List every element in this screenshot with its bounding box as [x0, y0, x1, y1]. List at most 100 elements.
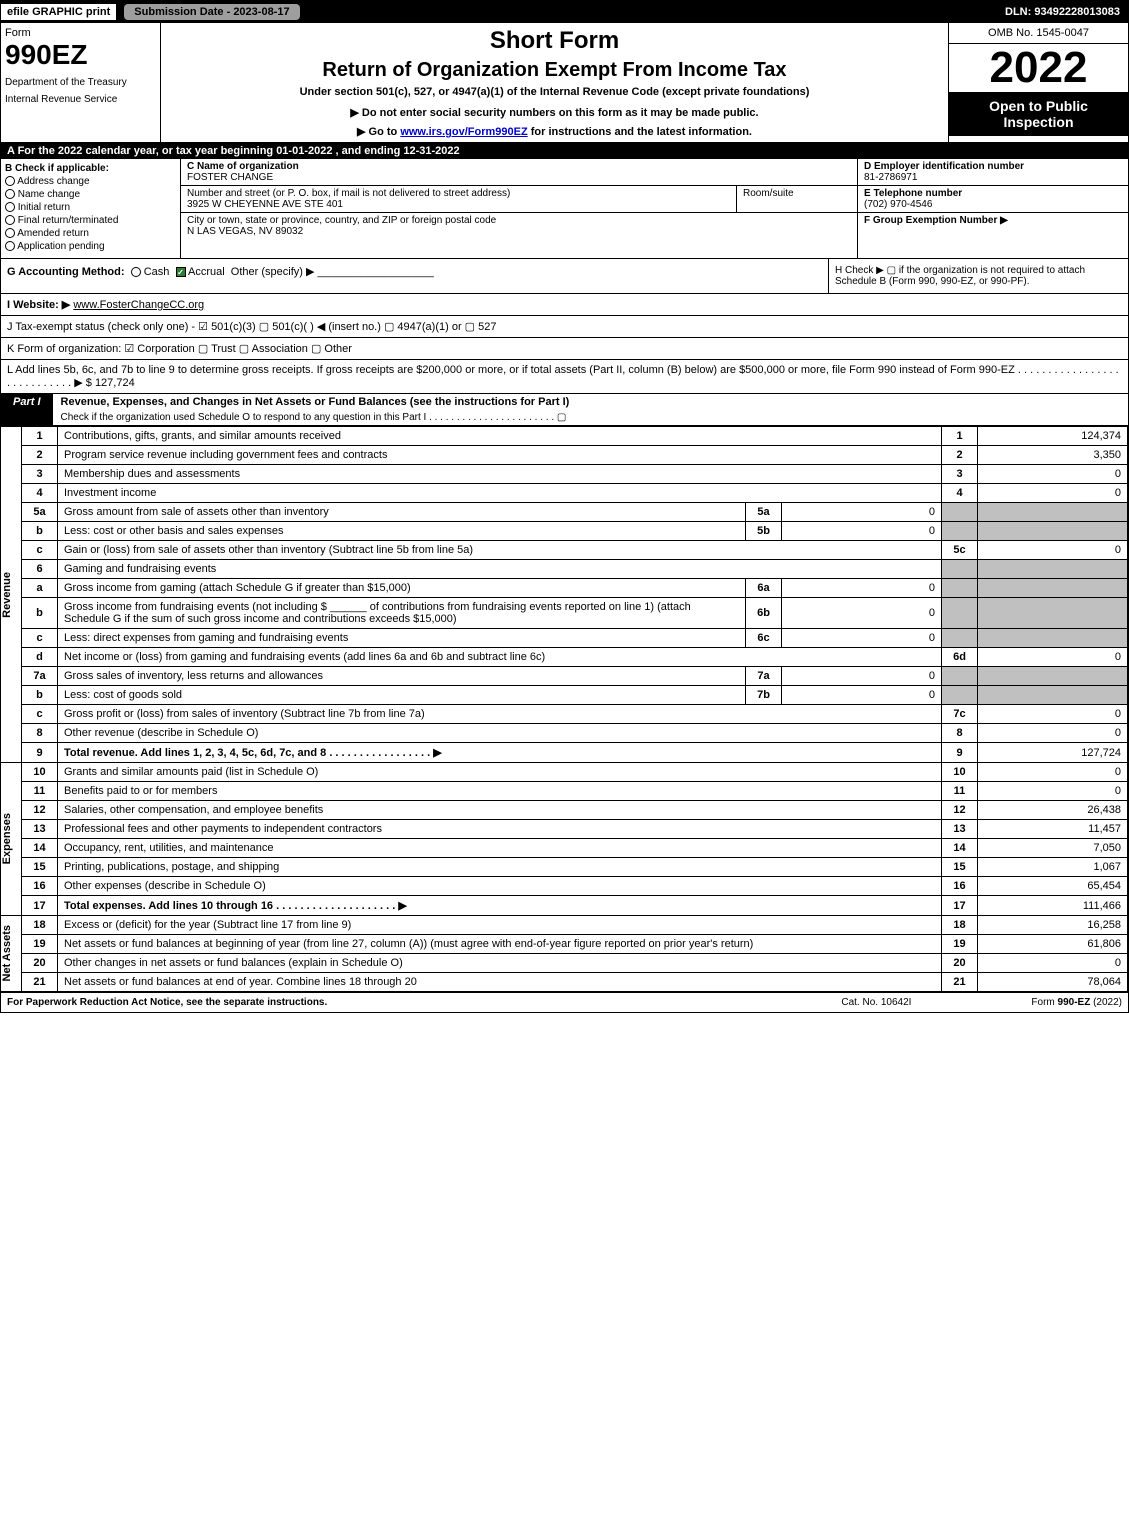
header-right: OMB No. 1545-0047 2022 Open to Public In… — [948, 23, 1128, 142]
goto-post: for instructions and the latest informat… — [528, 126, 752, 138]
form-number: 990EZ — [5, 39, 156, 71]
section-l-text: L Add lines 5b, 6c, and 7b to line 9 to … — [7, 364, 1119, 389]
submission-date: Submission Date - 2023-08-17 — [124, 4, 299, 20]
website-label: I Website: ▶ — [7, 299, 70, 311]
phone-value: (702) 970-4546 — [864, 199, 932, 210]
line-11: 11 Benefits paid to or for members 11 0 — [1, 782, 1128, 801]
revenue-vlabel: Revenue — [1, 572, 21, 618]
part1-title: Revenue, Expenses, and Changes in Net As… — [53, 394, 1128, 410]
street-box: Number and street (or P. O. box, if mail… — [181, 186, 737, 212]
line-5c: c Gain or (loss) from sale of assets oth… — [1, 541, 1128, 560]
paperwork-notice: For Paperwork Reduction Act Notice, see … — [7, 997, 327, 1008]
line-19: 19 Net assets or fund balances at beginn… — [1, 935, 1128, 954]
ein-value: 81-2786971 — [864, 172, 917, 183]
group-exemption-label: F Group Exemption Number ▶ — [864, 215, 1008, 226]
omb-number: OMB No. 1545-0047 — [949, 23, 1128, 44]
line-12: 12 Salaries, other compensation, and emp… — [1, 801, 1128, 820]
line-8: 8 Other revenue (describe in Schedule O)… — [1, 724, 1128, 743]
form-990ez-page: efile GRAPHIC print Submission Date - 20… — [0, 0, 1129, 1013]
header-center: Short Form Return of Organization Exempt… — [161, 23, 948, 142]
line-14: 14 Occupancy, rent, utilities, and maint… — [1, 839, 1128, 858]
line-5a: 5a Gross amount from sale of assets othe… — [1, 503, 1128, 522]
line-4: 4 Investment income 4 0 — [1, 484, 1128, 503]
line-5b: b Less: cost or other basis and sales ex… — [1, 522, 1128, 541]
line-6: 6 Gaming and fundraising events — [1, 560, 1128, 579]
cat-no: Cat. No. 10642I — [841, 997, 911, 1008]
line-6b: b Gross income from fundraising events (… — [1, 598, 1128, 629]
section-c: C Name of organization FOSTER CHANGE Num… — [181, 159, 858, 258]
section-h: H Check ▶ ▢ if the organization is not r… — [828, 259, 1128, 293]
cb-address-change[interactable]: Address change — [5, 176, 176, 187]
cb-amended-return[interactable]: Amended return — [5, 228, 176, 239]
section-g: G Accounting Method: Cash ✓ Accrual Othe… — [1, 259, 828, 293]
ein-label: D Employer identification number — [864, 161, 1024, 172]
netassets-vlabel: Net Assets — [1, 925, 21, 981]
room-label: Room/suite — [743, 188, 794, 199]
part1-tab: Part I — [1, 394, 53, 425]
org-name-label: C Name of organization — [187, 161, 299, 172]
room-box: Room/suite — [737, 186, 857, 212]
section-i: I Website: ▶ www.FosterChangeCC.org — [1, 293, 1128, 315]
line-13: 13 Professional fees and other payments … — [1, 820, 1128, 839]
line-6d: d Net income or (loss) from gaming and f… — [1, 648, 1128, 667]
form-header: Form 990EZ Department of the Treasury In… — [1, 23, 1128, 143]
street-value: 3925 W CHEYENNE AVE STE 401 — [187, 199, 343, 210]
part1-table: Revenue 1 Contributions, gifts, grants, … — [1, 426, 1128, 992]
line-3: 3 Membership dues and assessments 3 0 — [1, 465, 1128, 484]
line-20: 20 Other changes in net assets or fund b… — [1, 954, 1128, 973]
part1-header: Part I Revenue, Expenses, and Changes in… — [1, 393, 1128, 426]
cb-cash[interactable] — [131, 267, 141, 277]
line-16: 16 Other expenses (describe in Schedule … — [1, 877, 1128, 896]
website-value: www.FosterChangeCC.org — [73, 299, 204, 311]
sections-gh: G Accounting Method: Cash ✓ Accrual Othe… — [1, 258, 1128, 293]
section-e: E Telephone number (702) 970-4546 — [858, 186, 1128, 213]
sections-bcdef: B Check if applicable: Address change Na… — [1, 159, 1128, 258]
section-b-label: B Check if applicable: — [5, 163, 176, 174]
section-j: J Tax-exempt status (check only one) - ☑… — [1, 315, 1128, 337]
city-value: N LAS VEGAS, NV 89032 — [187, 226, 303, 237]
title-return: Return of Organization Exempt From Incom… — [169, 59, 940, 82]
section-b: B Check if applicable: Address change Na… — [1, 159, 181, 258]
expenses-vlabel: Expenses — [1, 813, 21, 864]
title-short-form: Short Form — [169, 27, 940, 55]
section-l: L Add lines 5b, 6c, and 7b to line 9 to … — [1, 359, 1128, 393]
line-15: 15 Printing, publications, postage, and … — [1, 858, 1128, 877]
org-name-box: C Name of organization FOSTER CHANGE — [181, 159, 857, 186]
dept-treasury: Department of the Treasury — [5, 77, 156, 88]
open-public-inspection: Open to Public Inspection — [949, 92, 1128, 136]
phone-label: E Telephone number — [864, 188, 962, 199]
section-k: K Form of organization: ☑ Corporation ▢ … — [1, 337, 1128, 359]
section-f: F Group Exemption Number ▶ — [858, 213, 1128, 228]
line-21: 21 Net assets or fund balances at end of… — [1, 973, 1128, 992]
line-6c: c Less: direct expenses from gaming and … — [1, 629, 1128, 648]
line-10: Expenses 10 Grants and similar amounts p… — [1, 763, 1128, 782]
section-l-value: 127,724 — [95, 377, 135, 389]
tax-year: 2022 — [949, 44, 1128, 92]
line-7c: c Gross profit or (loss) from sales of i… — [1, 705, 1128, 724]
org-name: FOSTER CHANGE — [187, 172, 273, 183]
cb-final-return[interactable]: Final return/terminated — [5, 215, 176, 226]
city-label: City or town, state or province, country… — [187, 215, 496, 226]
line-7b: b Less: cost of goods sold 7b 0 — [1, 686, 1128, 705]
cb-accrual[interactable]: ✓ — [176, 267, 186, 277]
cb-initial-return[interactable]: Initial return — [5, 202, 176, 213]
accounting-label: G Accounting Method: — [7, 266, 125, 278]
dln-label: DLN: 93492228013083 — [1005, 6, 1128, 18]
page-footer: For Paperwork Reduction Act Notice, see … — [1, 992, 1128, 1012]
dept-irs: Internal Revenue Service — [5, 94, 156, 105]
line-7a: 7a Gross sales of inventory, less return… — [1, 667, 1128, 686]
cb-application-pending[interactable]: Application pending — [5, 241, 176, 252]
line-18: Net Assets 18 Excess or (deficit) for th… — [1, 916, 1128, 935]
do-not-enter: ▶ Do not enter social security numbers o… — [169, 106, 940, 119]
goto-line: ▶ Go to www.irs.gov/Form990EZ for instru… — [169, 125, 940, 138]
form-footer: Form 990-EZ (2022) — [1031, 997, 1122, 1008]
goto-pre: ▶ Go to — [357, 126, 400, 138]
line-17: 17 Total expenses. Add lines 10 through … — [1, 896, 1128, 916]
goto-link[interactable]: www.irs.gov/Form990EZ — [400, 126, 527, 138]
cb-name-change[interactable]: Name change — [5, 189, 176, 200]
line-6a: a Gross income from gaming (attach Sched… — [1, 579, 1128, 598]
section-a-taxyear: A For the 2022 calendar year, or tax yea… — [1, 143, 1128, 159]
city-box: City or town, state or province, country… — [181, 213, 857, 239]
address-row: Number and street (or P. O. box, if mail… — [181, 186, 857, 213]
street-label: Number and street (or P. O. box, if mail… — [187, 188, 510, 199]
